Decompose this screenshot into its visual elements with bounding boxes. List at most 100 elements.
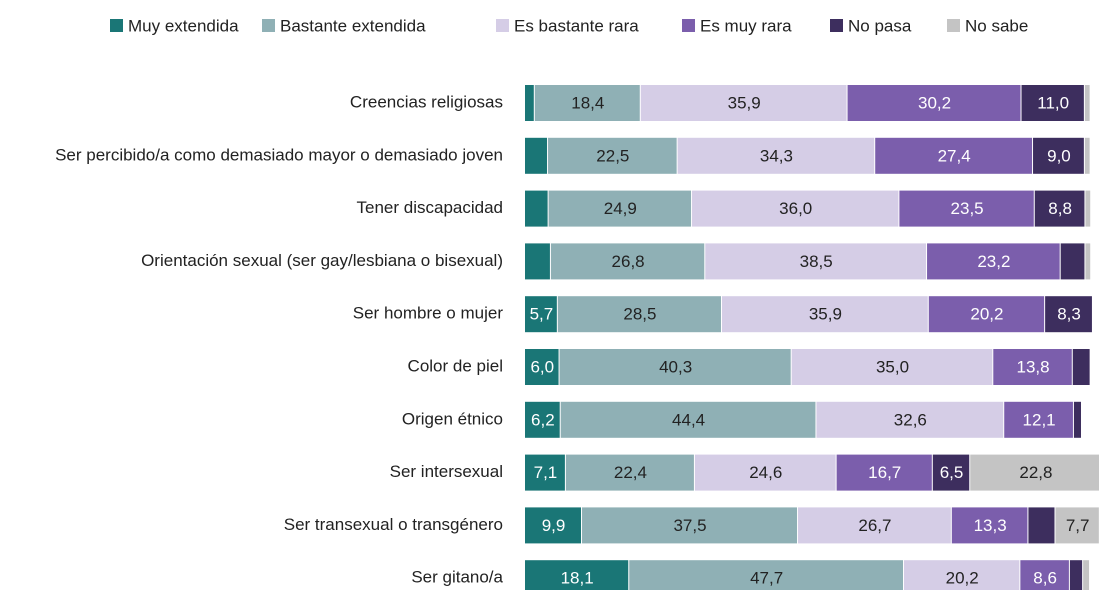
bar-segment xyxy=(1073,401,1081,438)
bar-segment xyxy=(1085,190,1091,227)
value-label: 35,9 xyxy=(809,305,842,324)
value-label: 28,5 xyxy=(623,305,656,324)
bar-segment xyxy=(525,296,557,333)
bar-segment xyxy=(525,243,550,280)
bar-segment xyxy=(721,296,928,333)
value-label: 40,3 xyxy=(659,357,692,376)
bar-segment xyxy=(559,349,791,385)
bar-segment xyxy=(534,85,640,121)
bar-segment xyxy=(1069,560,1083,590)
bar-segment xyxy=(640,85,847,121)
bar-segment xyxy=(560,401,816,438)
value-label: 8,6 xyxy=(1033,569,1057,588)
bar-segment xyxy=(1034,190,1085,227)
bar-segment xyxy=(1060,243,1085,280)
bar-segment xyxy=(798,507,951,544)
category-label: Tener discapacidad xyxy=(357,198,503,217)
category-label: Origen étnico xyxy=(402,409,503,428)
bar-segment xyxy=(557,296,721,333)
bar-segment xyxy=(705,243,927,280)
bar-segment xyxy=(582,507,798,544)
value-label: 35,0 xyxy=(876,357,909,376)
bar-segment xyxy=(525,190,548,227)
legend-swatch xyxy=(110,19,123,32)
bar-segment xyxy=(1084,85,1090,121)
category-label: Ser transexual o transgénero xyxy=(284,515,503,534)
category-label: Ser intersexual xyxy=(390,462,503,481)
value-label: 22,5 xyxy=(596,146,629,165)
bar-segment xyxy=(677,137,875,174)
value-label: 26,8 xyxy=(612,252,645,271)
legend-label: Es muy rara xyxy=(700,16,792,35)
bar-segment xyxy=(629,560,904,590)
value-label: 6,0 xyxy=(530,357,554,376)
value-label: 13,3 xyxy=(974,516,1007,535)
value-label: 6,2 xyxy=(531,410,555,429)
bar-segment xyxy=(548,137,677,174)
value-label: 8,8 xyxy=(1048,199,1072,218)
bar-segment xyxy=(1084,137,1090,174)
bar-segment xyxy=(692,190,899,227)
value-label: 23,2 xyxy=(977,252,1010,271)
bar-segment xyxy=(1033,137,1084,174)
category-label: Orientación sexual (ser gay/lesbiana o b… xyxy=(141,251,503,270)
value-label: 26,7 xyxy=(858,516,891,535)
legend-swatch xyxy=(947,19,960,32)
bar-segment xyxy=(928,296,1045,333)
bar-segment xyxy=(525,85,534,121)
value-label: 9,0 xyxy=(1047,146,1071,165)
value-label: 13,8 xyxy=(1016,357,1049,376)
value-label: 36,0 xyxy=(779,199,812,218)
value-label: 44,4 xyxy=(672,410,705,429)
category-label: Creencias religiosas xyxy=(350,92,503,111)
value-label: 16,7 xyxy=(868,463,901,482)
bar-segment xyxy=(875,137,1033,174)
value-label: 22,4 xyxy=(614,463,647,482)
bar-segment xyxy=(550,243,705,280)
bar-segment xyxy=(1028,507,1055,544)
legend-swatch xyxy=(262,19,275,32)
value-label: 18,1 xyxy=(561,569,594,588)
bar-segment xyxy=(694,454,836,491)
legend-swatch xyxy=(682,19,695,32)
legend-label: No pasa xyxy=(848,16,912,35)
category-label: Ser hombre o mujer xyxy=(353,304,504,323)
bar-segment xyxy=(525,401,560,438)
value-label: 9,9 xyxy=(542,516,566,535)
value-label: 7,7 xyxy=(1066,516,1090,535)
bar-segment xyxy=(525,560,629,590)
legend-label: No sabe xyxy=(965,16,1028,35)
category-label: Ser gitano/a xyxy=(411,568,503,587)
value-label: 23,5 xyxy=(951,199,984,218)
bar-segment xyxy=(899,190,1034,227)
bar-segment xyxy=(816,401,1004,438)
legend-swatch xyxy=(830,19,843,32)
bar-segment xyxy=(932,454,970,491)
value-label: 27,4 xyxy=(938,146,971,165)
bar-segment xyxy=(1072,349,1090,385)
bar-segment xyxy=(791,349,993,385)
value-label: 20,2 xyxy=(970,305,1003,324)
value-label: 24,9 xyxy=(604,199,637,218)
bar-segment xyxy=(836,454,932,491)
value-label: 6,5 xyxy=(940,463,964,482)
value-label: 7,1 xyxy=(534,463,558,482)
bar-segment xyxy=(565,454,694,491)
bar-segment xyxy=(1045,296,1092,333)
bar-segment xyxy=(847,85,1021,121)
value-label: 18,4 xyxy=(571,93,604,112)
value-label: 34,3 xyxy=(760,146,793,165)
bar-segment xyxy=(1083,560,1090,590)
bar-segment xyxy=(525,349,559,385)
value-label: 30,2 xyxy=(918,93,951,112)
bar-segment xyxy=(970,454,1099,491)
bar-segment xyxy=(1020,560,1069,590)
value-label: 12,1 xyxy=(1023,410,1056,429)
legend-label: Muy extendida xyxy=(128,16,239,35)
value-label: 37,5 xyxy=(673,516,706,535)
value-label: 22,8 xyxy=(1019,463,1052,482)
legend-swatch xyxy=(496,19,509,32)
legend-label: Bastante extendida xyxy=(280,16,426,35)
value-label: 5,7 xyxy=(530,305,554,324)
